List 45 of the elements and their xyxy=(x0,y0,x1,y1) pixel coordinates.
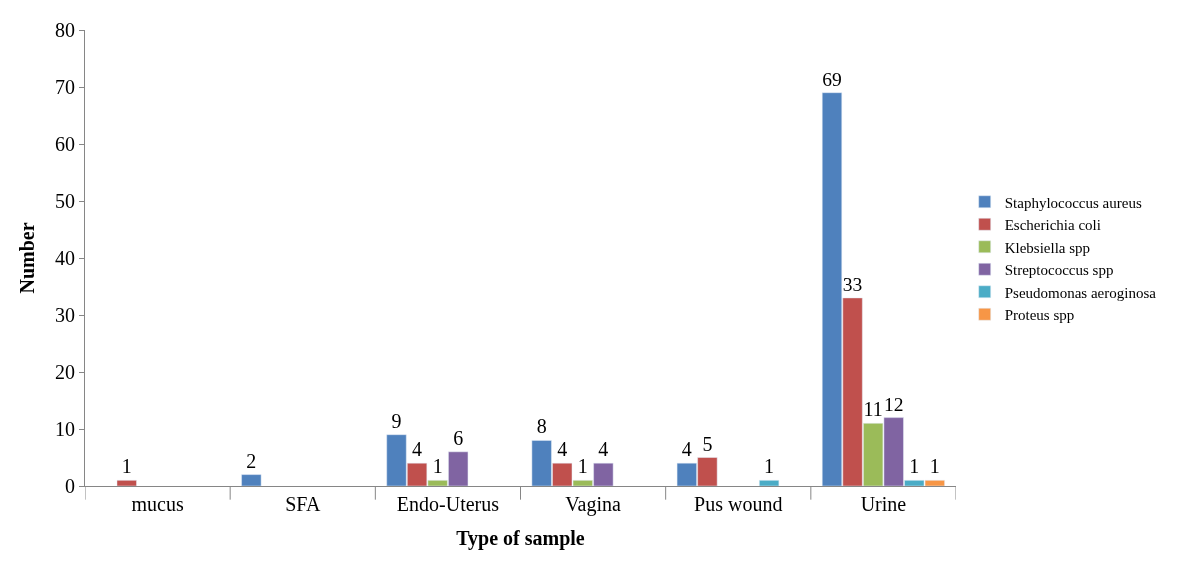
legend-label: Streptococcus spp xyxy=(1004,262,1114,279)
x-tick-label: Urine xyxy=(860,493,907,515)
data-label: 33 xyxy=(842,273,863,295)
x-tick-label: SFA xyxy=(285,493,321,515)
y-tick-label: 80 xyxy=(55,19,75,41)
y-tick-label: 10 xyxy=(55,418,75,440)
legend-label: Klebsiella spp xyxy=(1004,239,1091,256)
bar xyxy=(759,480,780,486)
data-label: 1 xyxy=(577,455,588,478)
data-label: 2 xyxy=(246,449,257,472)
legend-label: Pseudomonas aeroginosa xyxy=(1004,284,1157,301)
data-label: 5 xyxy=(702,432,713,455)
y-axis-title: Number xyxy=(15,222,38,294)
data-label: 1 xyxy=(929,455,940,478)
y-tick-label: 40 xyxy=(55,247,75,269)
data-label: 11 xyxy=(863,398,883,421)
x-tick-label: Endo-Uterus xyxy=(396,493,500,515)
data-label: 4 xyxy=(557,438,568,461)
data-label: 4 xyxy=(412,438,423,461)
data-label: 12 xyxy=(883,393,904,415)
data-label: 1 xyxy=(432,455,443,478)
y-tick-label: 60 xyxy=(55,133,75,155)
data-label: 1 xyxy=(909,455,920,478)
bar xyxy=(241,474,262,486)
data-label: 69 xyxy=(822,68,842,90)
data-label: 1 xyxy=(121,455,132,478)
data-label: 4 xyxy=(598,438,609,461)
y-tick-label: 20 xyxy=(55,361,75,383)
data-label: 1 xyxy=(764,455,775,478)
data-label: 6 xyxy=(453,426,464,449)
data-label: 9 xyxy=(391,409,402,432)
x-tick-label: mucus xyxy=(131,493,184,515)
y-tick-label: 0 xyxy=(65,475,75,497)
data-label: 4 xyxy=(681,438,692,461)
legend-label: Proteus spp xyxy=(1004,307,1075,324)
data-label: 8 xyxy=(536,415,547,438)
bar xyxy=(116,480,137,486)
x-axis-title: Type of sample xyxy=(456,526,585,550)
y-tick-label: 50 xyxy=(55,190,75,212)
legend-label: Staphylococcus aureus xyxy=(1004,194,1142,211)
legend-label: Escherichia coli xyxy=(1004,217,1101,234)
x-tick-label: Vagina xyxy=(565,493,621,516)
x-tick-label: Pus wound xyxy=(694,493,783,515)
y-tick-label: 30 xyxy=(55,304,75,326)
y-tick-label: 70 xyxy=(55,76,75,98)
